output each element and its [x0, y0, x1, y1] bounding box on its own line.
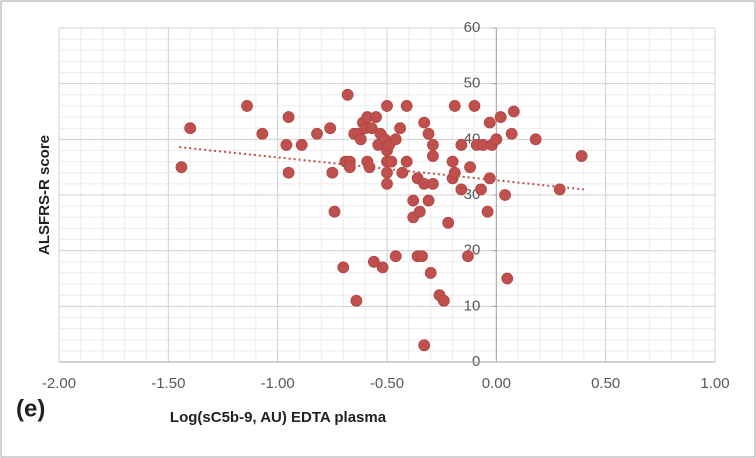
data-point	[328, 205, 341, 218]
data-point	[295, 138, 308, 151]
data-point	[490, 133, 503, 146]
data-point	[413, 205, 426, 218]
data-point	[507, 105, 520, 118]
data-point	[427, 150, 439, 162]
x-tick-label: -0.50	[370, 375, 404, 392]
data-point	[282, 166, 295, 179]
panel-label: (e)	[16, 395, 45, 422]
data-point	[326, 166, 339, 179]
data-point	[396, 166, 409, 179]
data-point	[481, 205, 494, 218]
data-point	[337, 261, 350, 274]
data-point	[448, 100, 461, 112]
data-point	[455, 138, 468, 151]
x-tick-label: 0.00	[482, 375, 511, 392]
data-point	[575, 150, 588, 162]
data-point	[499, 189, 511, 201]
data-point	[376, 261, 389, 274]
data-point	[464, 161, 476, 174]
data-point	[400, 100, 413, 112]
data-point	[341, 88, 354, 101]
data-point	[175, 161, 188, 174]
data-point	[400, 155, 413, 168]
data-point	[468, 100, 481, 112]
data-point	[424, 267, 437, 279]
data-point	[282, 111, 295, 123]
x-tick-label: -1.00	[261, 375, 295, 392]
data-point	[529, 133, 542, 146]
data-point	[389, 250, 402, 263]
data-point	[427, 177, 439, 190]
data-point	[389, 133, 402, 146]
data-point	[422, 127, 435, 140]
x-tick-label: 0.50	[591, 375, 620, 392]
x-tick-label: 1.00	[700, 375, 729, 392]
data-point	[381, 177, 393, 190]
data-point	[501, 272, 514, 285]
x-axis-label: Log(sC5b-9, AU) EDTA plasma	[170, 409, 387, 426]
data-point	[437, 294, 450, 307]
data-point	[418, 116, 431, 129]
y-tick-label: 0	[472, 353, 480, 370]
data-point	[442, 216, 455, 229]
x-tick-label: -1.50	[151, 375, 185, 392]
data-point	[407, 194, 420, 207]
data-point	[448, 166, 461, 179]
x-tick-label: -2.00	[42, 375, 76, 392]
data-point	[350, 294, 363, 307]
data-point	[427, 138, 439, 151]
data-point	[311, 127, 323, 140]
data-point	[483, 172, 496, 185]
data-point	[370, 111, 382, 123]
data-point	[394, 122, 407, 135]
data-point	[416, 250, 428, 263]
data-point	[446, 155, 459, 168]
data-point	[324, 122, 337, 135]
data-point	[455, 183, 468, 196]
data-point	[354, 133, 367, 146]
y-axis-label: ALSFRS-R score	[36, 135, 53, 255]
data-point	[280, 138, 293, 151]
y-tick-label: 10	[464, 297, 481, 314]
data-point	[241, 100, 253, 112]
data-point	[367, 255, 380, 268]
data-point	[483, 116, 496, 129]
data-point	[184, 122, 197, 135]
data-point	[418, 339, 431, 352]
data-point	[381, 100, 393, 112]
y-tick-label: 60	[464, 19, 481, 36]
data-point	[475, 183, 487, 196]
data-point	[365, 122, 378, 135]
data-point	[553, 183, 566, 196]
data-point	[256, 127, 269, 140]
data-point	[505, 127, 518, 140]
data-point	[343, 161, 356, 174]
y-tick-label: 50	[464, 75, 481, 92]
data-point	[462, 250, 474, 263]
data-point	[494, 111, 507, 123]
data-point	[422, 194, 435, 207]
data-point	[385, 155, 398, 168]
